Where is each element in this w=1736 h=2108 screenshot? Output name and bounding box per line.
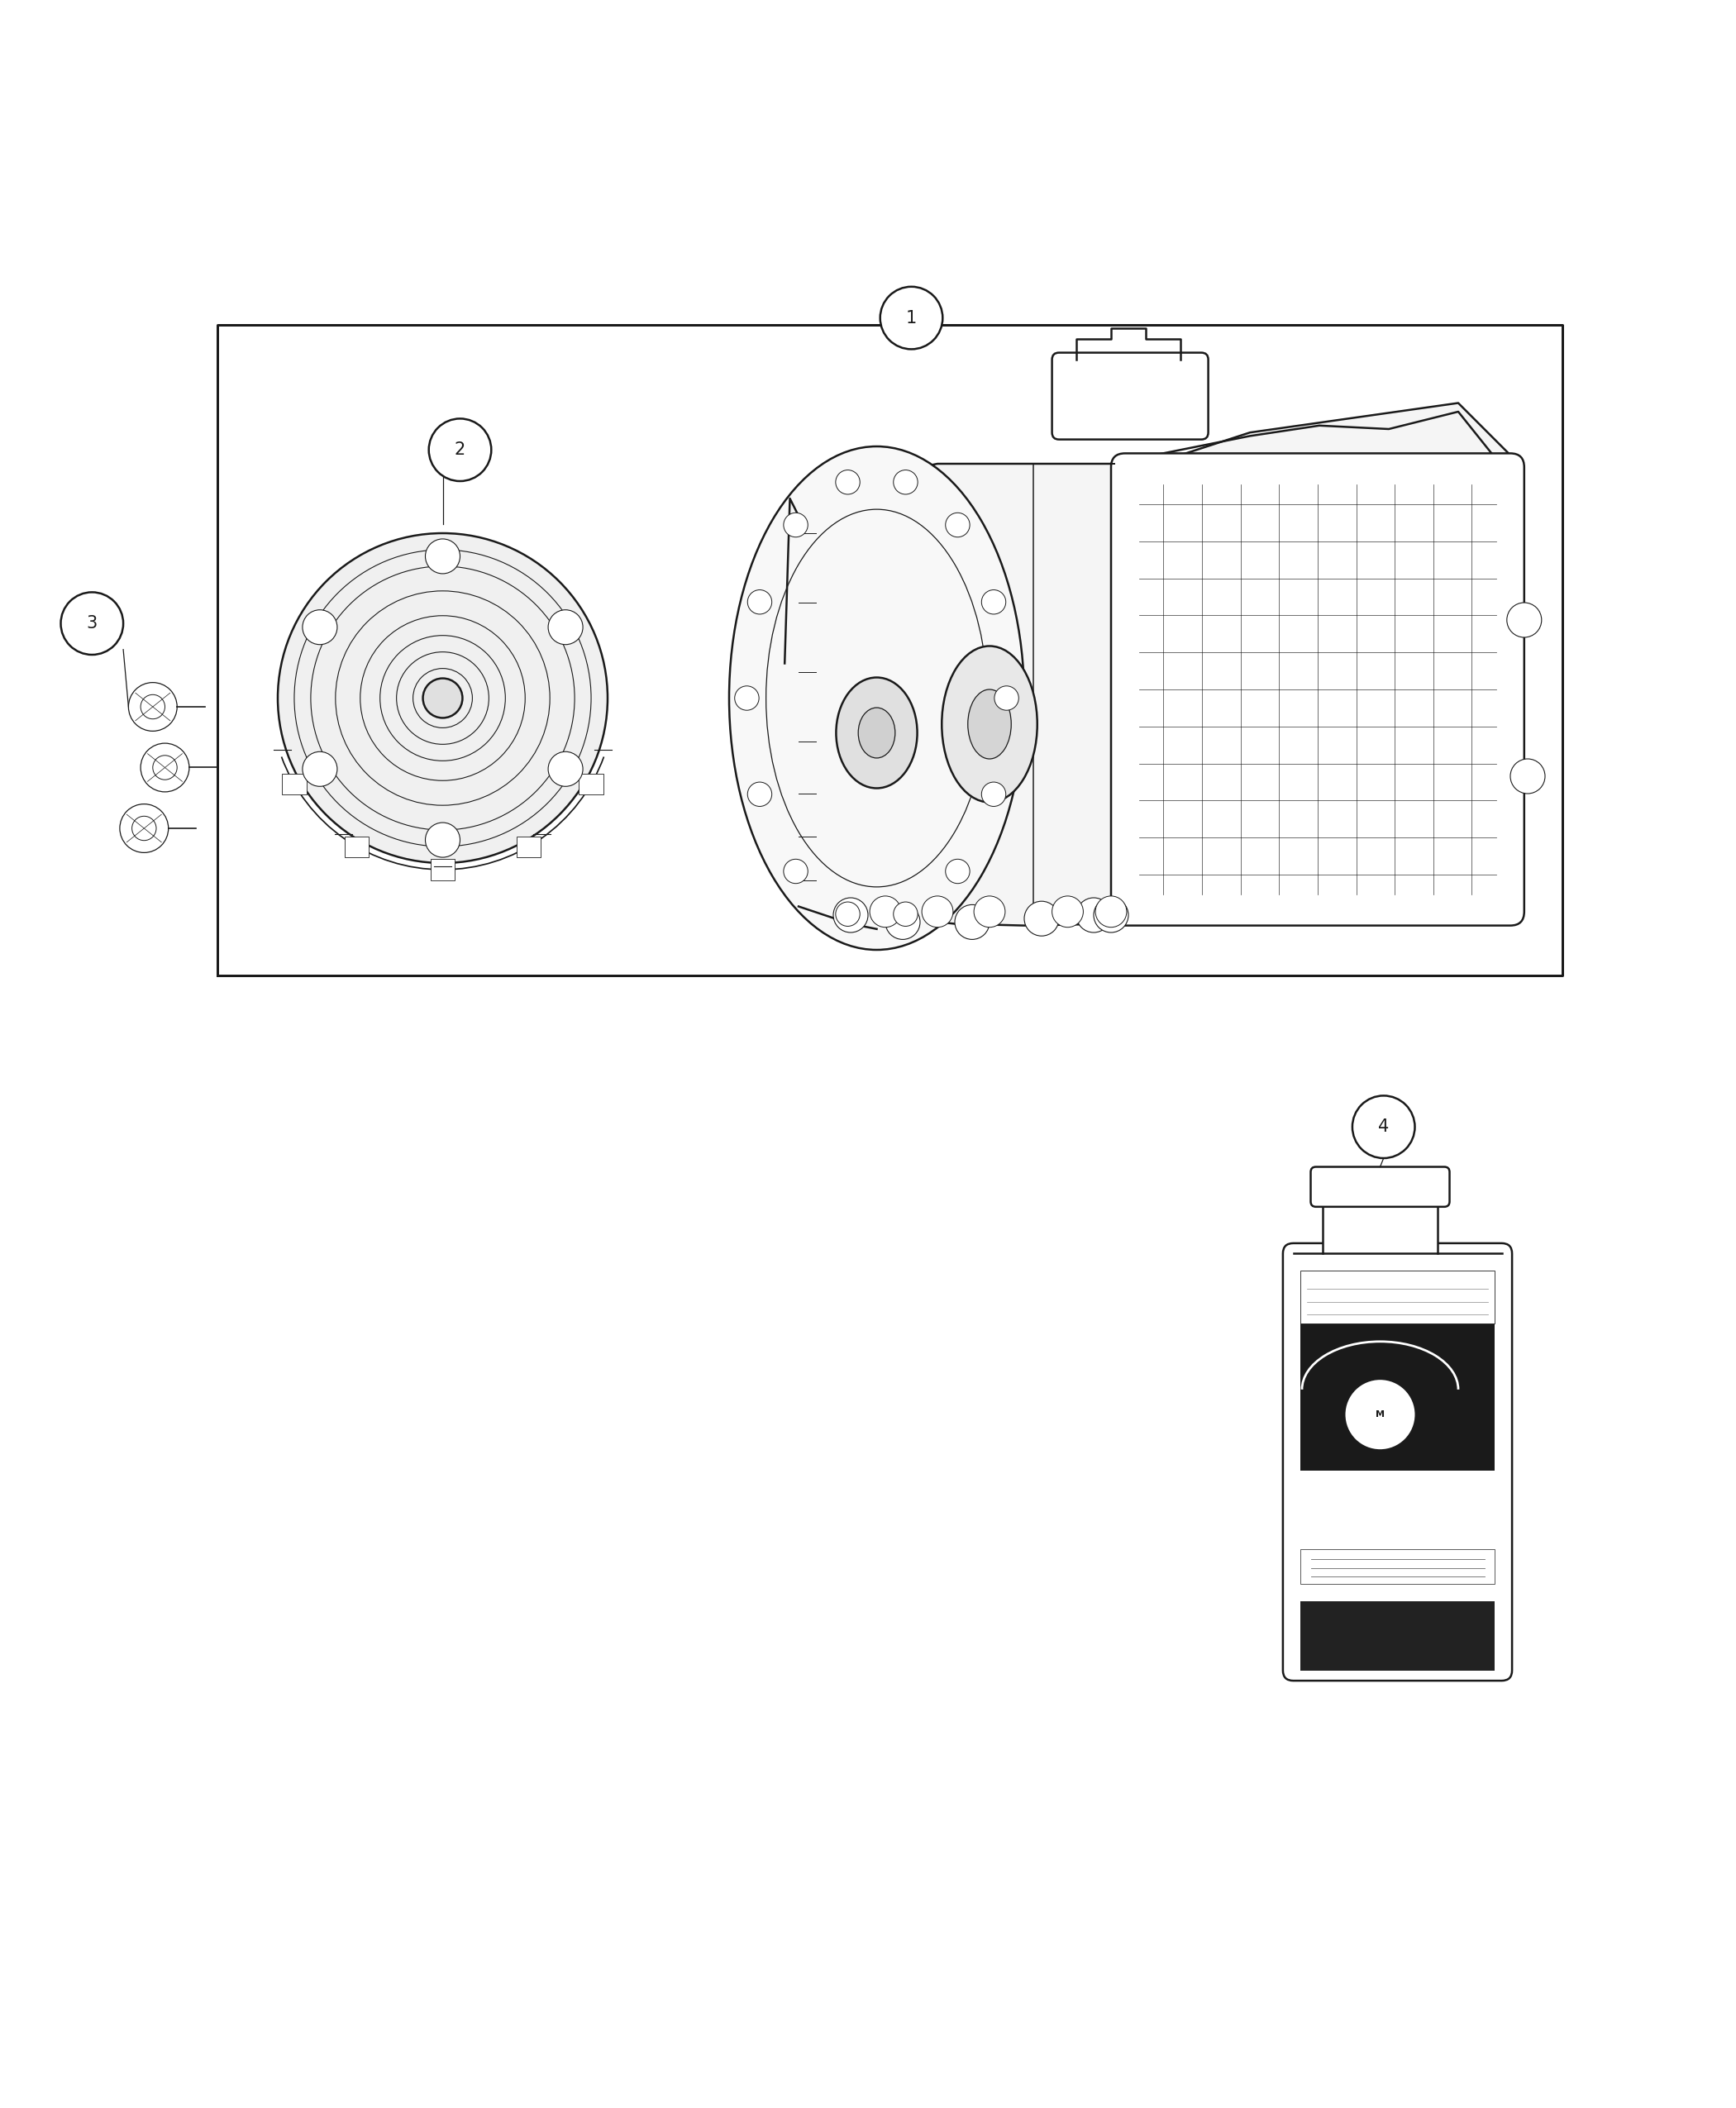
Circle shape	[946, 512, 970, 538]
Ellipse shape	[729, 447, 1024, 951]
Circle shape	[549, 609, 583, 645]
Circle shape	[302, 609, 337, 645]
Circle shape	[981, 782, 1005, 807]
Circle shape	[141, 744, 189, 793]
Circle shape	[424, 679, 462, 719]
Text: 3: 3	[87, 616, 97, 632]
FancyBboxPatch shape	[1300, 1600, 1495, 1670]
Circle shape	[894, 470, 918, 493]
Circle shape	[946, 860, 970, 883]
Circle shape	[549, 753, 583, 786]
Circle shape	[1345, 1381, 1415, 1450]
FancyBboxPatch shape	[1111, 453, 1524, 925]
Circle shape	[1052, 896, 1083, 928]
Ellipse shape	[941, 645, 1038, 803]
Text: M: M	[1375, 1410, 1385, 1419]
Circle shape	[302, 753, 337, 786]
Circle shape	[981, 590, 1005, 613]
Circle shape	[955, 904, 990, 940]
Text: 1: 1	[906, 310, 917, 327]
Circle shape	[922, 896, 953, 928]
Circle shape	[1095, 896, 1127, 928]
Circle shape	[734, 685, 759, 710]
FancyBboxPatch shape	[345, 837, 370, 858]
FancyBboxPatch shape	[281, 774, 306, 795]
FancyBboxPatch shape	[1300, 1549, 1495, 1583]
Circle shape	[835, 902, 859, 925]
Circle shape	[425, 822, 460, 858]
FancyBboxPatch shape	[1283, 1244, 1512, 1680]
FancyBboxPatch shape	[431, 860, 455, 879]
Circle shape	[1076, 898, 1111, 932]
Circle shape	[61, 592, 123, 656]
Circle shape	[1024, 902, 1059, 936]
Text: 2: 2	[455, 441, 465, 457]
Circle shape	[783, 512, 807, 538]
Polygon shape	[781, 403, 1519, 925]
Circle shape	[835, 470, 859, 493]
Circle shape	[748, 782, 773, 807]
Circle shape	[1507, 603, 1542, 637]
FancyBboxPatch shape	[516, 837, 540, 858]
FancyBboxPatch shape	[1311, 1168, 1450, 1206]
Circle shape	[429, 419, 491, 481]
Circle shape	[885, 904, 920, 940]
Circle shape	[120, 803, 168, 852]
Circle shape	[278, 533, 608, 862]
Circle shape	[995, 685, 1019, 710]
Circle shape	[894, 902, 918, 925]
Ellipse shape	[969, 689, 1010, 759]
Circle shape	[748, 590, 773, 613]
Ellipse shape	[858, 708, 896, 759]
Circle shape	[870, 896, 901, 928]
FancyBboxPatch shape	[1300, 1271, 1495, 1324]
Text: 4: 4	[1378, 1119, 1389, 1136]
FancyBboxPatch shape	[1323, 1202, 1437, 1254]
Circle shape	[974, 896, 1005, 928]
Ellipse shape	[837, 677, 917, 788]
Circle shape	[783, 860, 807, 883]
Circle shape	[128, 683, 177, 731]
Circle shape	[425, 540, 460, 573]
FancyBboxPatch shape	[1052, 352, 1208, 438]
Circle shape	[833, 898, 868, 932]
Circle shape	[1094, 898, 1128, 932]
Circle shape	[1352, 1096, 1415, 1157]
FancyBboxPatch shape	[580, 774, 604, 795]
Circle shape	[880, 287, 943, 350]
Circle shape	[1510, 759, 1545, 793]
FancyBboxPatch shape	[1300, 1324, 1495, 1471]
